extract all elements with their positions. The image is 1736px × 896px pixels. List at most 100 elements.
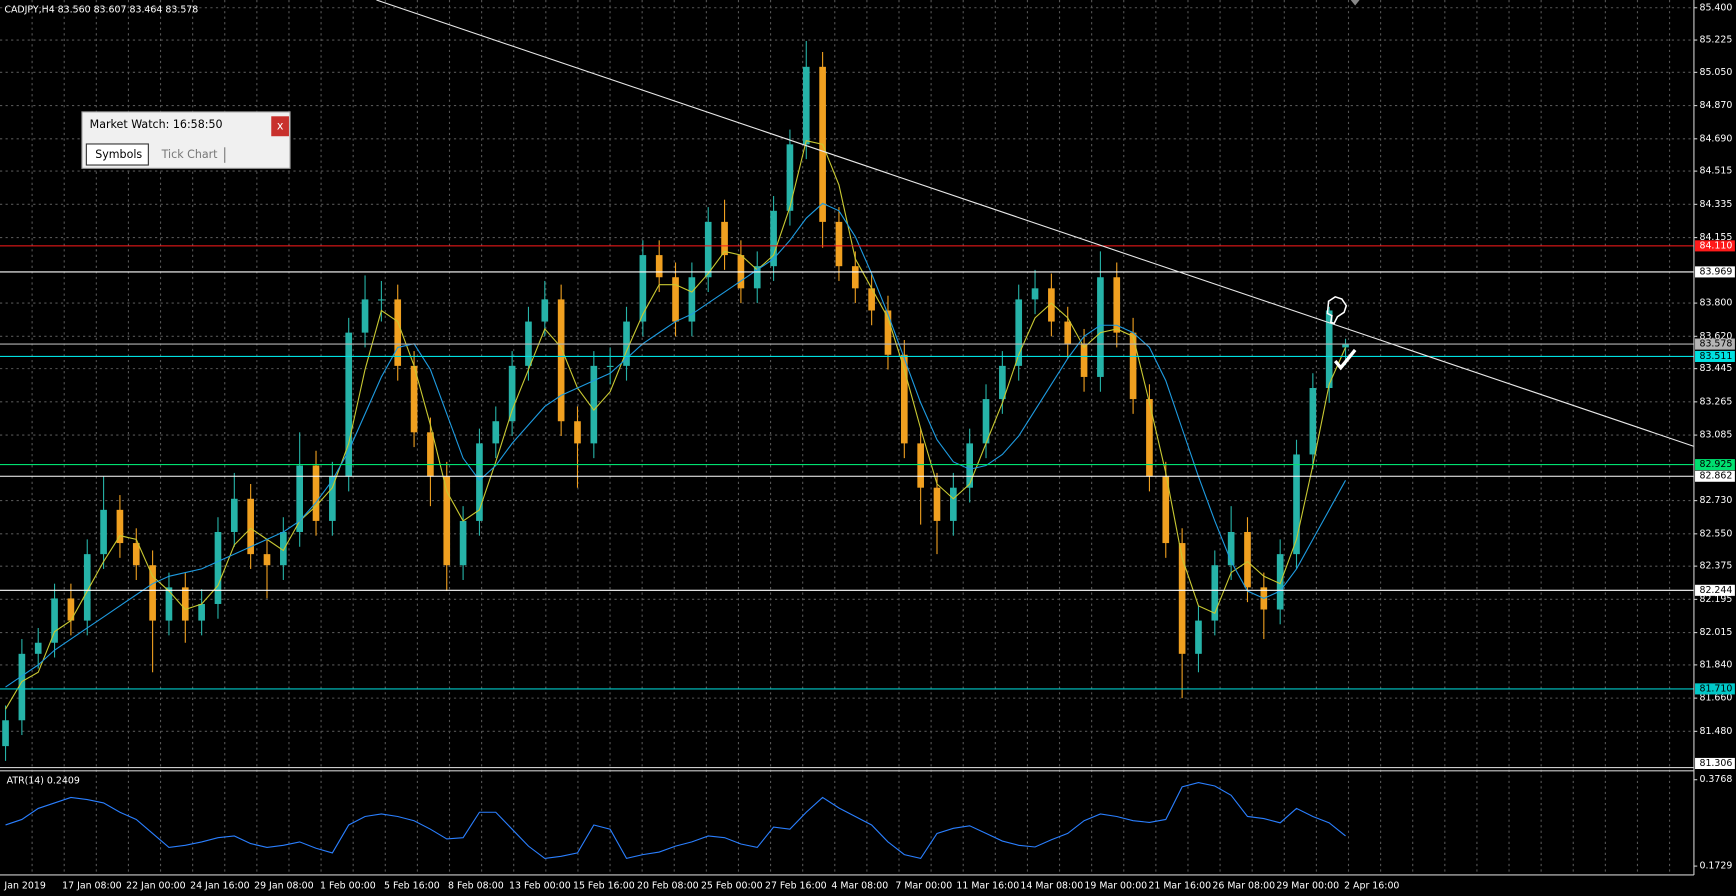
candle-body (181, 587, 189, 621)
candle-body (574, 421, 581, 444)
tab-label[interactable]: Tick Chart (161, 148, 219, 161)
x-tick-label: 19 Mar 00:00 (1084, 881, 1147, 892)
candle-body (900, 354, 908, 444)
candle-body (1178, 543, 1186, 654)
y-tick-label: 0.3768 (1699, 774, 1732, 785)
x-tick-label: 24 Jan 16:00 (190, 881, 250, 892)
level-price-label: 82.244 (1699, 585, 1732, 596)
candle-body (165, 587, 173, 621)
y-tick-label: 81.660 (1699, 693, 1732, 704)
candle-body (557, 299, 565, 422)
candle-body (116, 509, 124, 544)
level-price-label: 83.511 (1699, 351, 1732, 362)
y-tick-label: 85.400 (1699, 2, 1732, 13)
candle-body (378, 299, 385, 301)
candle-body (1342, 344, 1349, 348)
indicator-label: ATR(14) 0.2409 (7, 775, 80, 786)
candle-body (280, 531, 287, 566)
y-tick-label: 82.195 (1699, 594, 1732, 605)
x-tick-label: 11 Mar 16:00 (956, 881, 1019, 892)
market-watch-window: Market Watch: 16:58:50 x Symbols Tick Ch… (81, 111, 291, 169)
close-button[interactable] (271, 116, 289, 137)
x-tick-label: 7 Mar 00:00 (895, 881, 952, 892)
candle-body (2, 720, 9, 747)
x-tick-label: 22 Jan 00:00 (126, 881, 186, 892)
candle-body (198, 603, 205, 621)
y-tick-label: 83.085 (1699, 430, 1732, 441)
level-price-box (1695, 683, 1735, 695)
candle-body (786, 144, 794, 211)
x-tick-label: 14 Mar 08:00 (1020, 881, 1083, 892)
candle-body (394, 299, 402, 366)
candle-body (639, 255, 647, 322)
candle-body (802, 66, 810, 145)
moving-average (5, 139, 1347, 710)
candle-body (443, 476, 451, 566)
candle-body (933, 487, 941, 521)
candle-body (296, 465, 304, 532)
candle-body (508, 365, 516, 422)
candle-body (1211, 565, 1219, 621)
candle-body (884, 310, 892, 355)
level-price-box (1695, 338, 1735, 350)
x-tick-label: 13 Feb 00:00 (509, 881, 571, 892)
level-price-box (1695, 459, 1735, 471)
candle-body (1227, 531, 1235, 566)
candle-body (672, 277, 679, 322)
tab-label: Symbols (95, 148, 142, 161)
y-tick-label: 81.840 (1699, 659, 1732, 670)
x-tick-label: 29 Jan 08:00 (254, 881, 314, 892)
candle-body (459, 520, 467, 566)
y-tick-label: 85.225 (1699, 35, 1732, 46)
candle-body (1031, 288, 1039, 300)
moving-average (5, 202, 1347, 688)
candle-body (149, 565, 156, 621)
level-price-label: 83.578 (1699, 339, 1732, 350)
candle-body (230, 498, 238, 532)
candle-body (361, 299, 369, 333)
level-price-label: 82.862 (1699, 471, 1732, 482)
level-price-box (1695, 584, 1735, 596)
candle-body (835, 221, 843, 267)
x-tick-label: 29 Mar 00:00 (1276, 881, 1339, 892)
candle-body (606, 365, 614, 367)
candle-body (492, 421, 500, 444)
shift-marker (1350, 0, 1360, 6)
candle-body (1080, 343, 1088, 377)
trend-line (376, 0, 1695, 447)
y-tick-label: 84.690 (1699, 133, 1732, 144)
y-tick-label: 82.730 (1699, 495, 1732, 506)
y-tick-label: 83.620 (1699, 331, 1732, 342)
chart-title: CADJPY,H4 83.560 83.607 83.464 83.578 (4, 4, 198, 15)
x-tick-label: 2 Apr 16:00 (1344, 881, 1399, 892)
x-tick-label: 4 Mar 08:00 (831, 881, 888, 892)
candle-body (83, 554, 91, 621)
x-tick-label: 15 Feb 16:00 (573, 881, 635, 892)
x-tick-label: 17 Jan 08:00 (62, 881, 122, 892)
candle-body (247, 498, 254, 555)
tab-active[interactable] (85, 143, 149, 166)
x-tick-label: Jan 2019 (3, 881, 45, 892)
y-tick-label: 81.480 (1699, 726, 1732, 737)
candle-body (1097, 277, 1104, 377)
candle-body (18, 653, 26, 721)
y-tick-label: 82.375 (1699, 561, 1732, 572)
level-price-label: 81.710 (1699, 683, 1732, 694)
bottom-price-label: 81.306 (1699, 758, 1732, 769)
check-icon (1333, 348, 1357, 371)
close-label: x (277, 119, 284, 132)
level-price-box (1695, 240, 1735, 252)
candle-body (312, 465, 320, 521)
x-tick-label: 27 Feb 16:00 (765, 881, 827, 892)
candle-body (263, 554, 271, 566)
plot (0, 40, 1694, 761)
candle-body (1293, 454, 1300, 555)
candle-body (721, 221, 728, 256)
candle-body (541, 299, 549, 322)
thumbs-down-icon (1326, 295, 1348, 325)
candle-body (1146, 399, 1153, 477)
candle-body (868, 288, 875, 311)
y-tick-label: 82.550 (1699, 528, 1732, 539)
